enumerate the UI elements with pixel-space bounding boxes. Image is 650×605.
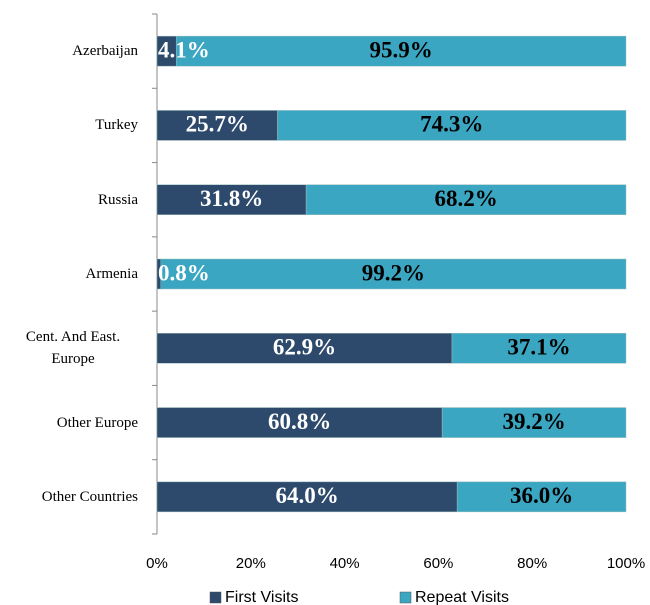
value-label: 39.2%	[502, 409, 565, 434]
bar-segment	[456, 481, 627, 513]
category-label: Turkey	[95, 117, 138, 134]
bar-segment	[305, 184, 627, 215]
value-label: 25.7%	[186, 112, 249, 137]
bar-segment	[441, 407, 627, 438]
bar-segment	[277, 110, 627, 141]
value-label: 0.8%	[158, 260, 210, 285]
bar-segment	[156, 481, 458, 513]
value-label: 60.8%	[268, 409, 331, 434]
value-label: 68.2%	[434, 186, 497, 211]
value-label: 64.0%	[275, 483, 338, 508]
bar-segment	[156, 110, 278, 141]
category-label: Azerbaijan	[72, 43, 138, 60]
x-tick-label: 80%	[517, 555, 547, 572]
value-label: 4.1%	[158, 37, 210, 62]
value-label: 31.8%	[200, 186, 263, 211]
value-label: 99.2%	[362, 260, 425, 285]
value-label: 36.0%	[510, 483, 573, 508]
bar-segment	[156, 407, 443, 438]
value-label: 95.9%	[369, 37, 432, 62]
bar-segment	[175, 35, 627, 67]
bar-segment	[156, 184, 307, 215]
legend-label: First Visits	[225, 589, 298, 605]
category-label: Russia	[97, 191, 138, 208]
x-tick-label: 100%	[607, 555, 645, 572]
x-tick-label: 40%	[330, 555, 360, 572]
value-label: 74.3%	[420, 112, 483, 137]
legend-swatch	[399, 591, 412, 604]
bar-segment	[451, 333, 627, 364]
category-label: Cent. And East. Europe	[25, 329, 121, 368]
value-label: 62.9%	[273, 335, 336, 360]
bar-segment	[160, 258, 627, 290]
x-tick-label: 60%	[423, 555, 453, 572]
category-label: Other Europe	[56, 414, 138, 431]
x-tick-label: 20%	[236, 555, 266, 572]
value-label: 37.1%	[507, 335, 570, 360]
category-label: Armenia	[85, 266, 138, 282]
x-tick-label: 0%	[146, 555, 168, 572]
category-label: Other Countries	[41, 488, 138, 505]
bar-segment	[156, 333, 453, 364]
legend-swatch	[209, 591, 222, 604]
legend-label: Repeat Visits	[415, 589, 509, 605]
